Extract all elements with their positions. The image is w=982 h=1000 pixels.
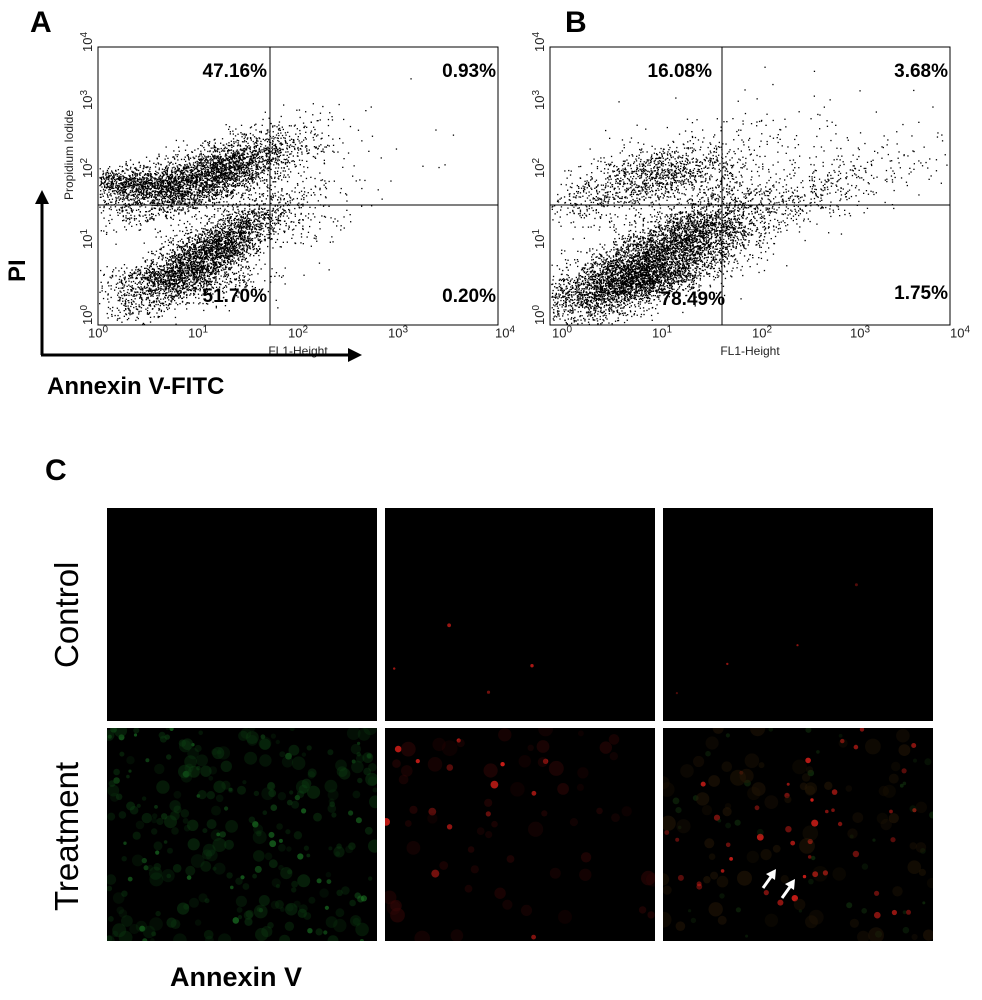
quadrant-upper-right-value: 3.68% bbox=[894, 61, 948, 82]
flow-scatter-plot-a: 47.16% 0.93% 51.70% 0.20% 100 101 102 10… bbox=[62, 32, 515, 358]
x-tick-label: 100 bbox=[88, 324, 108, 340]
x-tick-label: 103 bbox=[850, 324, 870, 340]
micro-image-control-red bbox=[385, 508, 655, 721]
micro-image-treatment-merge bbox=[663, 728, 933, 941]
x-tick-label: 100 bbox=[552, 324, 572, 340]
y-tick-label: 104 bbox=[531, 32, 547, 52]
x-tick-label: 101 bbox=[188, 324, 208, 340]
x-tick-label: 104 bbox=[950, 324, 970, 340]
axis-arrows bbox=[35, 190, 362, 362]
row-label-treatment: Treatment bbox=[48, 761, 85, 911]
arrow-head-up-icon bbox=[35, 190, 49, 204]
quadrant-upper-left-value: 16.08% bbox=[648, 61, 713, 82]
panel-c-footer-label: Annexin V bbox=[170, 962, 303, 992]
white-arrow-icon bbox=[761, 869, 776, 889]
event-dots bbox=[99, 78, 455, 326]
y-tick-label: 104 bbox=[79, 32, 95, 52]
x-tick-label: 102 bbox=[752, 324, 772, 340]
quadrant-upper-right-value: 0.93% bbox=[442, 61, 496, 82]
micro-image-control-green bbox=[107, 508, 377, 721]
y-tick-label: 102 bbox=[79, 158, 95, 178]
y-axis-label: Propidium Iodide bbox=[62, 110, 76, 200]
quadrant-lower-right-value: 0.20% bbox=[442, 286, 496, 307]
quadrant-lower-left-value: 78.49% bbox=[661, 289, 726, 310]
panel-letter-c: C bbox=[45, 454, 67, 487]
x-axis-label: FL1-Height bbox=[720, 344, 780, 358]
white-arrow-icon bbox=[780, 879, 795, 899]
panel-letter-b: B bbox=[565, 6, 587, 39]
micro-image-treatment-red bbox=[385, 728, 655, 941]
quadrant-lower-left-value: 51.70% bbox=[203, 286, 268, 307]
flow-scatter-plot-b: 16.08% 3.68% 78.49% 1.75% 100 101 102 10… bbox=[531, 32, 970, 358]
y-tick-label: 103 bbox=[531, 90, 547, 110]
x-tick-label: 104 bbox=[495, 324, 515, 340]
y-tick-label: 101 bbox=[79, 229, 95, 249]
y-tick-label: 103 bbox=[79, 90, 95, 110]
arrow-head-right-icon bbox=[348, 348, 362, 362]
quadrant-upper-left-value: 47.16% bbox=[203, 61, 268, 82]
y-tick-label: 100 bbox=[79, 305, 95, 325]
plot-frame bbox=[549, 46, 951, 326]
y-tick-label: 102 bbox=[531, 158, 547, 178]
x-axis-arrow-label: Annexin V-FITC bbox=[47, 373, 225, 400]
micro-image-treatment-green bbox=[107, 728, 377, 941]
quadrant-lower-right-value: 1.75% bbox=[894, 283, 948, 304]
panel-letter-a: A bbox=[30, 6, 52, 39]
micro-image-control-merge bbox=[663, 508, 933, 721]
row-label-control: Control bbox=[48, 561, 85, 668]
y-tick-label: 100 bbox=[531, 305, 547, 325]
y-tick-label: 101 bbox=[531, 229, 547, 249]
x-tick-label: 101 bbox=[652, 324, 672, 340]
x-tick-label: 102 bbox=[288, 324, 308, 340]
x-tick-label: 103 bbox=[388, 324, 408, 340]
plot-frame bbox=[97, 46, 499, 326]
y-axis-arrow-label: PI bbox=[4, 259, 31, 282]
event-dots bbox=[551, 66, 948, 326]
